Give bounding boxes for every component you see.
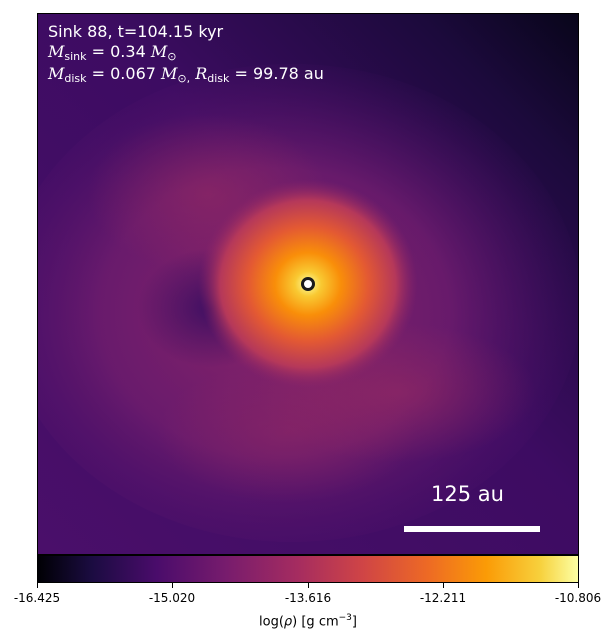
sink-title: Sink 88, t=104.15 kyr [48,22,224,41]
density-map: Sink 88, t=104.15 kyr Msink = 0.34 M⊙ Md… [37,13,579,555]
colorbar [37,555,579,583]
scale-bar-label: 125 au [431,482,504,506]
scale-bar [404,526,540,532]
colorbar-tick [172,583,173,588]
colorbar-tick [37,583,38,588]
colorbar-tick [443,583,444,588]
colorbar-tick [308,583,309,588]
disk-properties: Mdisk = 0.067 M⊙, Rdisk = 99.78 au [48,64,324,85]
colorbar-tick-label: -10.806 [554,591,602,605]
colorbar-tick-label: -13.616 [284,591,332,605]
colorbar-tick-label: -15.020 [148,591,196,605]
sink-mass: Msink = 0.34 M⊙ [48,42,177,63]
density-image [38,14,578,554]
colorbar-tick-label: -12.211 [419,591,467,605]
sink-marker-icon [301,277,315,291]
colorbar-tick [578,583,579,588]
colorbar-tick-label: -16.425 [13,591,61,605]
colorbar-label: log(ρ) [g cm−3] [259,613,357,630]
